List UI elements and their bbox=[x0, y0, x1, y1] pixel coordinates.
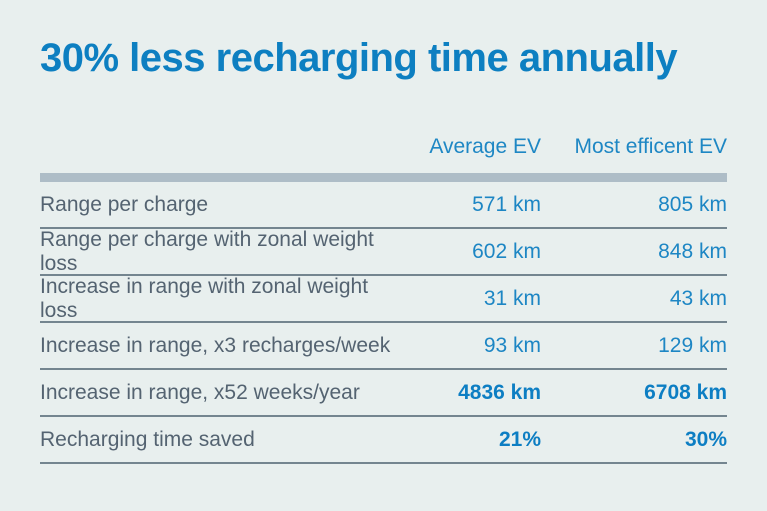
cell-most-efficent-ev: 848 km bbox=[658, 239, 727, 263]
cell-average-ev: 21% bbox=[498, 427, 541, 451]
table-row: Range per charge with zonal weight loss … bbox=[40, 227, 727, 276]
cell-average-ev: 93 km bbox=[483, 333, 541, 357]
table-column-headers: Average EV Most efficent EV bbox=[40, 135, 727, 159]
row-label: Range per charge with zonal weight loss bbox=[40, 227, 374, 275]
table-row: Increase in range with zonal weight loss… bbox=[40, 274, 727, 323]
cell-average-ev: 571 km bbox=[472, 192, 541, 216]
row-label: Increase in range, x3 recharges/week bbox=[40, 333, 391, 357]
table-header-bar bbox=[40, 173, 727, 182]
cell-average-ev: 602 km bbox=[472, 239, 541, 263]
row-label: Increase in range with zonal weight loss bbox=[40, 274, 369, 322]
cell-most-efficent-ev: 30% bbox=[684, 427, 727, 451]
cell-most-efficent-ev: 805 km bbox=[658, 192, 727, 216]
cell-most-efficent-ev: 43 km bbox=[669, 286, 727, 310]
table-row: Increase in range, x52 weeks/year 4836 k… bbox=[40, 370, 727, 417]
table-row: Increase in range, x3 recharges/week 93 … bbox=[40, 323, 727, 370]
table-row: Range per charge 571 km 805 km bbox=[40, 182, 727, 229]
table-row: Recharging time saved 21% 30% bbox=[40, 417, 727, 464]
row-label: Range per charge bbox=[40, 192, 209, 216]
cell-average-ev: 4836 km bbox=[458, 380, 541, 404]
infographic-panel: 30% less recharging time annually Averag… bbox=[40, 0, 727, 464]
row-label: Increase in range, x52 weeks/year bbox=[40, 380, 360, 404]
table-body: Range per charge 571 km 805 km Range per… bbox=[40, 182, 727, 464]
cell-most-efficent-ev: 129 km bbox=[658, 333, 727, 357]
page-title: 30% less recharging time annually bbox=[40, 36, 678, 80]
cell-most-efficent-ev: 6708 km bbox=[644, 380, 727, 404]
column-header-average-ev: Average EV bbox=[429, 135, 541, 158]
row-label: Recharging time saved bbox=[40, 427, 255, 451]
cell-average-ev: 31 km bbox=[483, 286, 541, 310]
column-header-most-efficent-ev: Most efficent EV bbox=[574, 135, 727, 158]
